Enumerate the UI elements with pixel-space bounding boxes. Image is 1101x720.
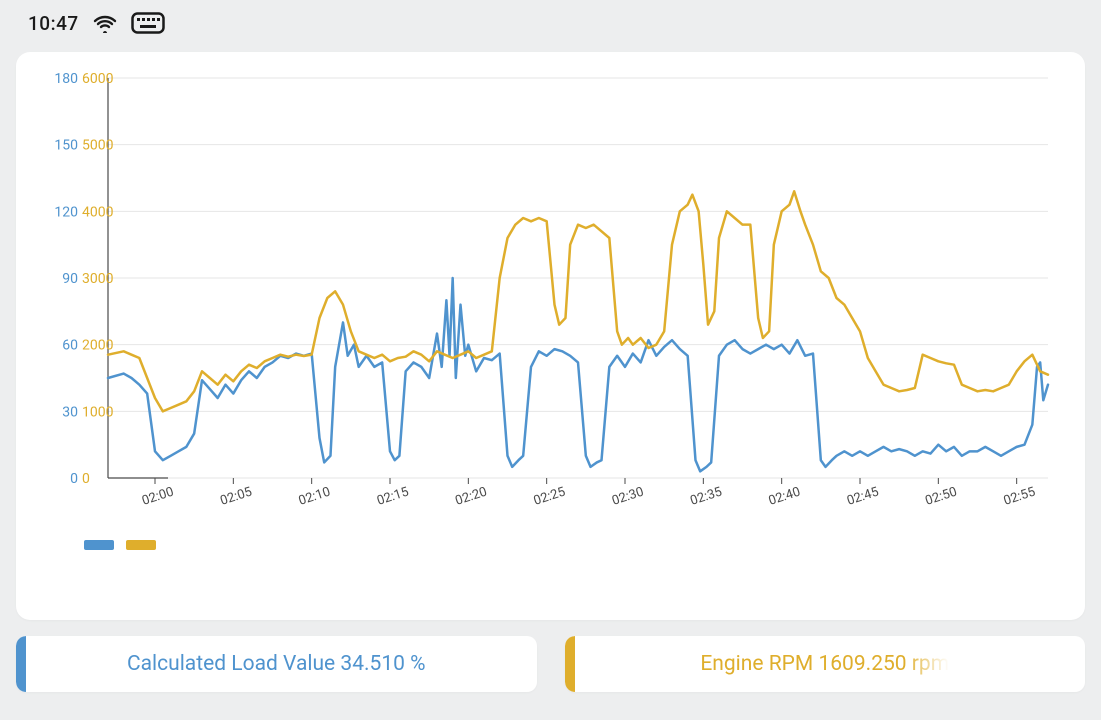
metric-label-rpm: Engine RPM 1609.250 rpm bbox=[700, 652, 949, 676]
status-time: 10:47 bbox=[28, 12, 79, 35]
chart-card: 0 30 60 90 120 150 180 0 1000 2000 3000 4000 5000 600… bbox=[16, 52, 1085, 620]
metric-card-rpm[interactable]: Engine RPM 1609.250 rpm bbox=[565, 636, 1086, 692]
keyboard-icon bbox=[131, 12, 165, 34]
svg-text:90: 90 bbox=[62, 271, 78, 287]
svg-text:02:05: 02:05 bbox=[219, 485, 254, 509]
svg-text:02:50: 02:50 bbox=[924, 485, 959, 509]
dual-axis-line-chart: 0 30 60 90 120 150 180 0 1000 2000 3000 4000 5000 600… bbox=[40, 68, 1061, 528]
status-bar: 10:47 bbox=[0, 0, 1101, 40]
svg-text:02:45: 02:45 bbox=[845, 485, 880, 509]
svg-text:120: 120 bbox=[54, 204, 78, 220]
metric-accent-load bbox=[16, 636, 26, 692]
svg-text:02:25: 02:25 bbox=[532, 485, 567, 509]
svg-text:02:30: 02:30 bbox=[610, 485, 645, 509]
svg-text:02:00: 02:00 bbox=[140, 485, 175, 509]
svg-text:1000: 1000 bbox=[82, 404, 114, 420]
legend-swatch-rpm bbox=[126, 540, 156, 550]
metric-card-load[interactable]: Calculated Load Value 34.510 % bbox=[16, 636, 537, 692]
metric-label-load: Calculated Load Value 34.510 % bbox=[127, 652, 426, 676]
svg-text:02:55: 02:55 bbox=[1002, 485, 1037, 509]
svg-text:60: 60 bbox=[62, 338, 78, 354]
metric-accent-rpm bbox=[565, 636, 575, 692]
svg-text:02:10: 02:10 bbox=[297, 485, 332, 509]
svg-text:02:35: 02:35 bbox=[689, 485, 724, 509]
svg-text:02:20: 02:20 bbox=[454, 485, 489, 509]
chart-legend bbox=[40, 540, 1061, 550]
svg-text:0: 0 bbox=[82, 471, 90, 487]
svg-text:150: 150 bbox=[54, 138, 78, 154]
svg-text:02:40: 02:40 bbox=[767, 485, 802, 509]
metrics-row: Calculated Load Value 34.510 % Engine RP… bbox=[16, 636, 1085, 692]
legend-swatch-load bbox=[84, 540, 114, 550]
svg-text:5000: 5000 bbox=[82, 138, 114, 154]
svg-text:02:15: 02:15 bbox=[375, 485, 410, 509]
svg-text:180: 180 bbox=[54, 71, 78, 87]
svg-text:2000: 2000 bbox=[82, 338, 114, 354]
svg-text:4000: 4000 bbox=[82, 204, 114, 220]
svg-text:3000: 3000 bbox=[82, 271, 114, 287]
svg-text:30: 30 bbox=[62, 404, 78, 420]
wifi-icon bbox=[93, 13, 117, 33]
svg-text:6000: 6000 bbox=[82, 71, 114, 87]
svg-text:0: 0 bbox=[70, 471, 78, 487]
